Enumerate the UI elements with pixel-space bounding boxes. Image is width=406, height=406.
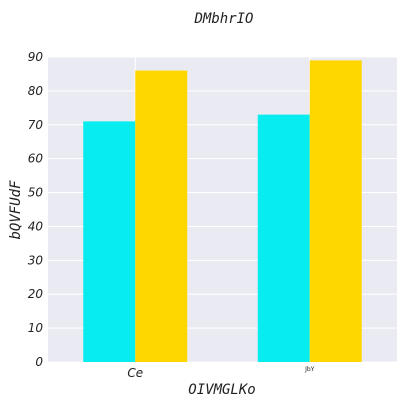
x-tick-label: JbY: [304, 366, 315, 373]
y-tick-label: 30: [28, 253, 44, 267]
y-axis-label: bQVFUdF: [8, 180, 24, 240]
y-tick-label: 40: [28, 219, 44, 233]
y-tick-label: 80: [28, 84, 44, 98]
bar-series1-ce: [83, 121, 136, 362]
bar-series2-jby: [309, 60, 362, 363]
x-tick-label: Ce: [127, 366, 143, 380]
y-tick-label: 60: [28, 152, 44, 166]
bar-series2-ce: [135, 70, 188, 363]
x-axis-label: OIVMGLKo: [188, 382, 255, 398]
y-tick-label: 0: [35, 355, 43, 369]
chart-title: DMbhrIO: [193, 11, 253, 27]
y-tick-label: 10: [28, 321, 44, 335]
y-tick-label: 20: [28, 287, 44, 301]
bars-group: [83, 60, 362, 363]
bar-series1-jby: [257, 114, 310, 362]
x-tick-labels: Ce JbY: [127, 366, 314, 380]
y-tick-labels: 0 10 20 30 40 50 60 70 80 90: [28, 50, 44, 369]
y-tick-label: 50: [28, 186, 44, 200]
y-tick-label: 90: [28, 50, 44, 64]
y-tick-label: 70: [28, 118, 44, 132]
